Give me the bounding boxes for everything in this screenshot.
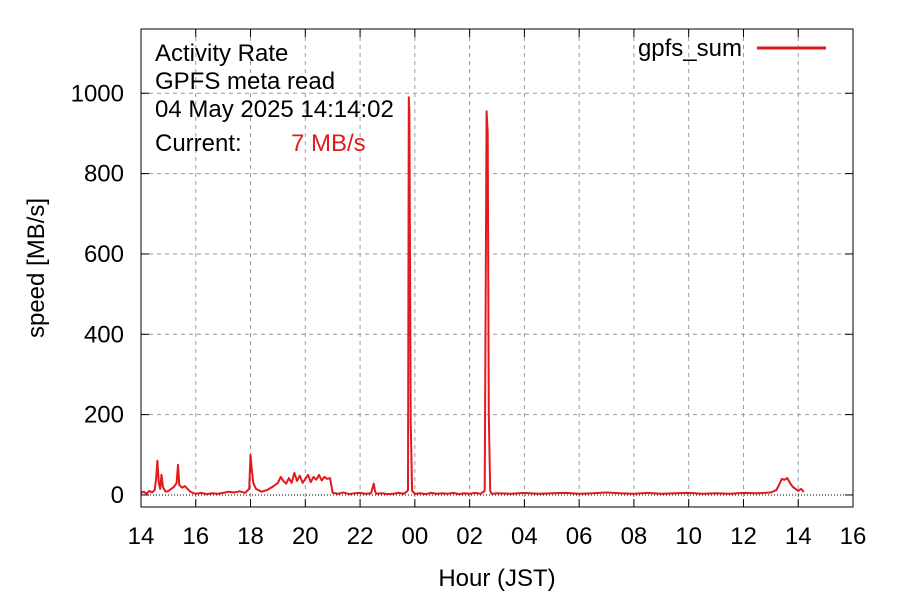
y-tick-label: 1000	[71, 80, 124, 107]
x-tick-label: 14	[128, 523, 155, 550]
x-tick-label: 14	[785, 523, 812, 550]
x-tick-label: 10	[675, 523, 702, 550]
x-axis-title: Hour (JST)	[438, 565, 555, 592]
current-label: Current:	[155, 130, 242, 157]
plot-frame	[140, 28, 854, 508]
x-tick-label: 12	[730, 523, 757, 550]
x-tick-label: 06	[566, 523, 593, 550]
x-tick-label: 18	[237, 523, 264, 550]
x-tick-label: 08	[621, 523, 648, 550]
series-layer	[140, 96, 805, 496]
title-line-2: GPFS meta read	[155, 68, 335, 95]
x-tick-label: 22	[347, 523, 374, 550]
x-tick-label: 16	[840, 523, 867, 550]
title-line-1: Activity Rate	[155, 40, 288, 67]
x-tick-label: 04	[511, 523, 538, 550]
series-line-gpfs_sum	[140, 96, 805, 496]
x-tick-label: 16	[182, 523, 209, 550]
y-tick-label: 400	[84, 321, 124, 348]
y-tick-label: 800	[84, 161, 124, 188]
x-tick-label: 20	[292, 523, 319, 550]
current-value: 7 MB/s	[291, 130, 366, 157]
y-tick-label: 200	[84, 402, 124, 429]
y-tick-label: 0	[111, 482, 124, 509]
legend-label: gpfs_sum	[638, 35, 742, 62]
title-line-3: 04 May 2025 14:14:02	[155, 96, 394, 123]
x-tick-label: 00	[401, 523, 428, 550]
ticks: 14 16 18 20 22 00 02 04 06 08 10 12 14 16 0 200 400 600 80…	[71, 29, 867, 550]
x-tick-label: 02	[456, 523, 483, 550]
y-tick-label: 600	[84, 241, 124, 268]
grid	[141, 29, 853, 507]
y-axis-title: speed [MB/s]	[23, 198, 50, 338]
